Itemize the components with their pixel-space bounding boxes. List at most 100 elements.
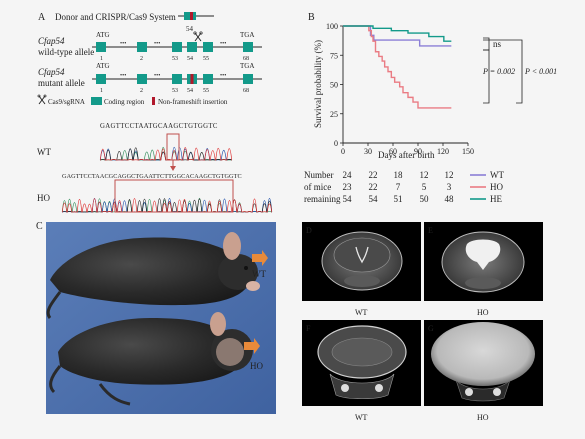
wt-exon-2 [137,42,147,52]
panel-a: A Donor and CRISPR/Cas9 System 54 Cfap54… [37,12,273,213]
risk-cell: 54 [369,194,379,204]
wt-allele-label: wild-type allele [38,47,94,57]
ho-sequence: GAGTTCCTAACGCAGGCTGAATTCTTGGCACAAGCTGTGG… [62,173,242,180]
x-axis-label: Days after birth [378,150,435,160]
panel-f: F WT [302,320,421,422]
p2-annotation: P < 0.001 [524,67,557,76]
seq-ho-label: HO [37,193,50,203]
mri-g-caption: HO [477,413,489,422]
p1-bracket [483,49,490,104]
mut-dots-3: ••• [220,73,226,79]
wt-exon-55 [203,42,213,52]
wt-dots-1: ••• [120,41,126,47]
hydrocephalus-brain [431,322,535,386]
risk-legend-label-he: HE [490,194,502,204]
legend-insertion-swatch [152,97,155,105]
chromatogram-trace [99,147,233,161]
wt-exon-53 [172,42,182,52]
mut-start-codon: ATG [96,62,110,70]
y-tick-label: 100 [326,22,338,31]
risk-cell: 50 [420,194,430,204]
risk-label-1: Number [304,170,334,180]
mut-exon-label-1: 1 [100,88,103,94]
wt-exon-label-68: 68 [243,56,249,62]
mut-gene-name: Cfap54 [38,67,65,77]
ho-mouse [49,312,253,406]
panel-e: E HO [424,222,543,317]
risk-cell: 12 [420,170,429,180]
chromatogram-trace [99,146,232,161]
panel-letter-c: C [36,221,43,232]
wt-exon-label-1: 1 [100,56,103,62]
wt-start-codon: ATG [96,31,110,39]
mut-insertion [190,74,194,84]
survival-chart: 0 30 60 90 120 150 0 25 50 75 100 [326,22,474,156]
donor-exon-number: 54 [186,25,194,33]
panel-letter-a: A [38,12,46,23]
mut-stop-codon: TGA [240,62,254,70]
panel-letter-g: G [428,324,434,333]
legend-coding-swatch [91,97,102,105]
wt-gene-name: Cfap54 [38,36,65,46]
wt-exon-label-53: 53 [172,56,178,62]
scissors-icon [193,31,203,42]
risk-table: 24 22 18 12 12 WT 23 22 7 5 3 HO 54 54 51 50 48 HE [343,170,505,204]
series-line-he [343,25,452,42]
risk-label-3: remaining [304,194,341,204]
mut-exon-55 [203,74,213,84]
panel-letter-b: B [308,12,315,23]
risk-legend-label-wt: WT [490,170,504,180]
scissors-legend-icon [37,94,47,105]
donor-insertion [190,12,193,20]
mri-e-caption: HO [477,308,489,317]
y-tick-label: 50 [330,81,338,90]
photo-wt-label: WT [252,269,266,279]
chromatogram-trace [61,198,273,213]
seq-wt-label: WT [37,147,51,157]
wt-exon-label-55: 55 [203,56,209,62]
x-tick-label: 90 [414,147,422,156]
wt-dots-3: ••• [220,41,226,47]
mri-f-caption: WT [355,413,368,422]
ho-chromatogram [61,197,273,213]
panel-d: D WT [302,222,421,317]
legend-coding: Coding region [104,98,145,106]
mut-exon-label-2: 2 [140,88,143,94]
mut-exon-1 [96,74,106,84]
wt-chromatogram [99,146,233,161]
panel-letter-e: E [428,226,433,235]
wt-highlight-box [166,133,180,161]
mut-dots-1: ••• [120,73,126,79]
y-tick-label: 25 [330,110,338,119]
mut-exon-53 [172,74,182,84]
wt-ear [223,232,241,260]
wt-stop-codon: TGA [240,31,254,39]
wt-exon-54 [187,42,197,52]
wt-exon-68 [243,42,253,52]
mut-exon-label-53: 53 [172,88,178,94]
mut-exon-68 [243,74,253,84]
panel-letter-f: F [306,324,311,333]
y-tick-label: 75 [330,51,338,60]
x-tick-label: 150 [462,147,474,156]
panel-letter-d: D [306,226,312,235]
x-tick-label: 60 [389,147,397,156]
wt-exon-label-54: 54 [187,56,193,62]
risk-cell: 23 [343,182,353,192]
chromatogram-trace [100,146,232,161]
risk-cell: 22 [369,170,378,180]
p2-bracket [483,39,523,104]
p1-annotation: P = 0.002 [482,67,515,76]
risk-cell: 7 [396,182,401,192]
ho-ear [210,312,226,336]
mut-allele-label: mutant allele [38,78,85,88]
risk-cell: 12 [445,170,454,180]
wt-arrow-icon [252,250,268,266]
y-tick-label: 0 [334,139,338,148]
risk-label-2: of mice [304,182,331,192]
mut-exon-label-55: 55 [203,88,209,94]
enlarged-ventricle [465,239,501,270]
ho-highlight-box [114,179,234,213]
wt-sequence: GAGTTCCTAATGCAAGCTGTGGTC [100,123,218,130]
